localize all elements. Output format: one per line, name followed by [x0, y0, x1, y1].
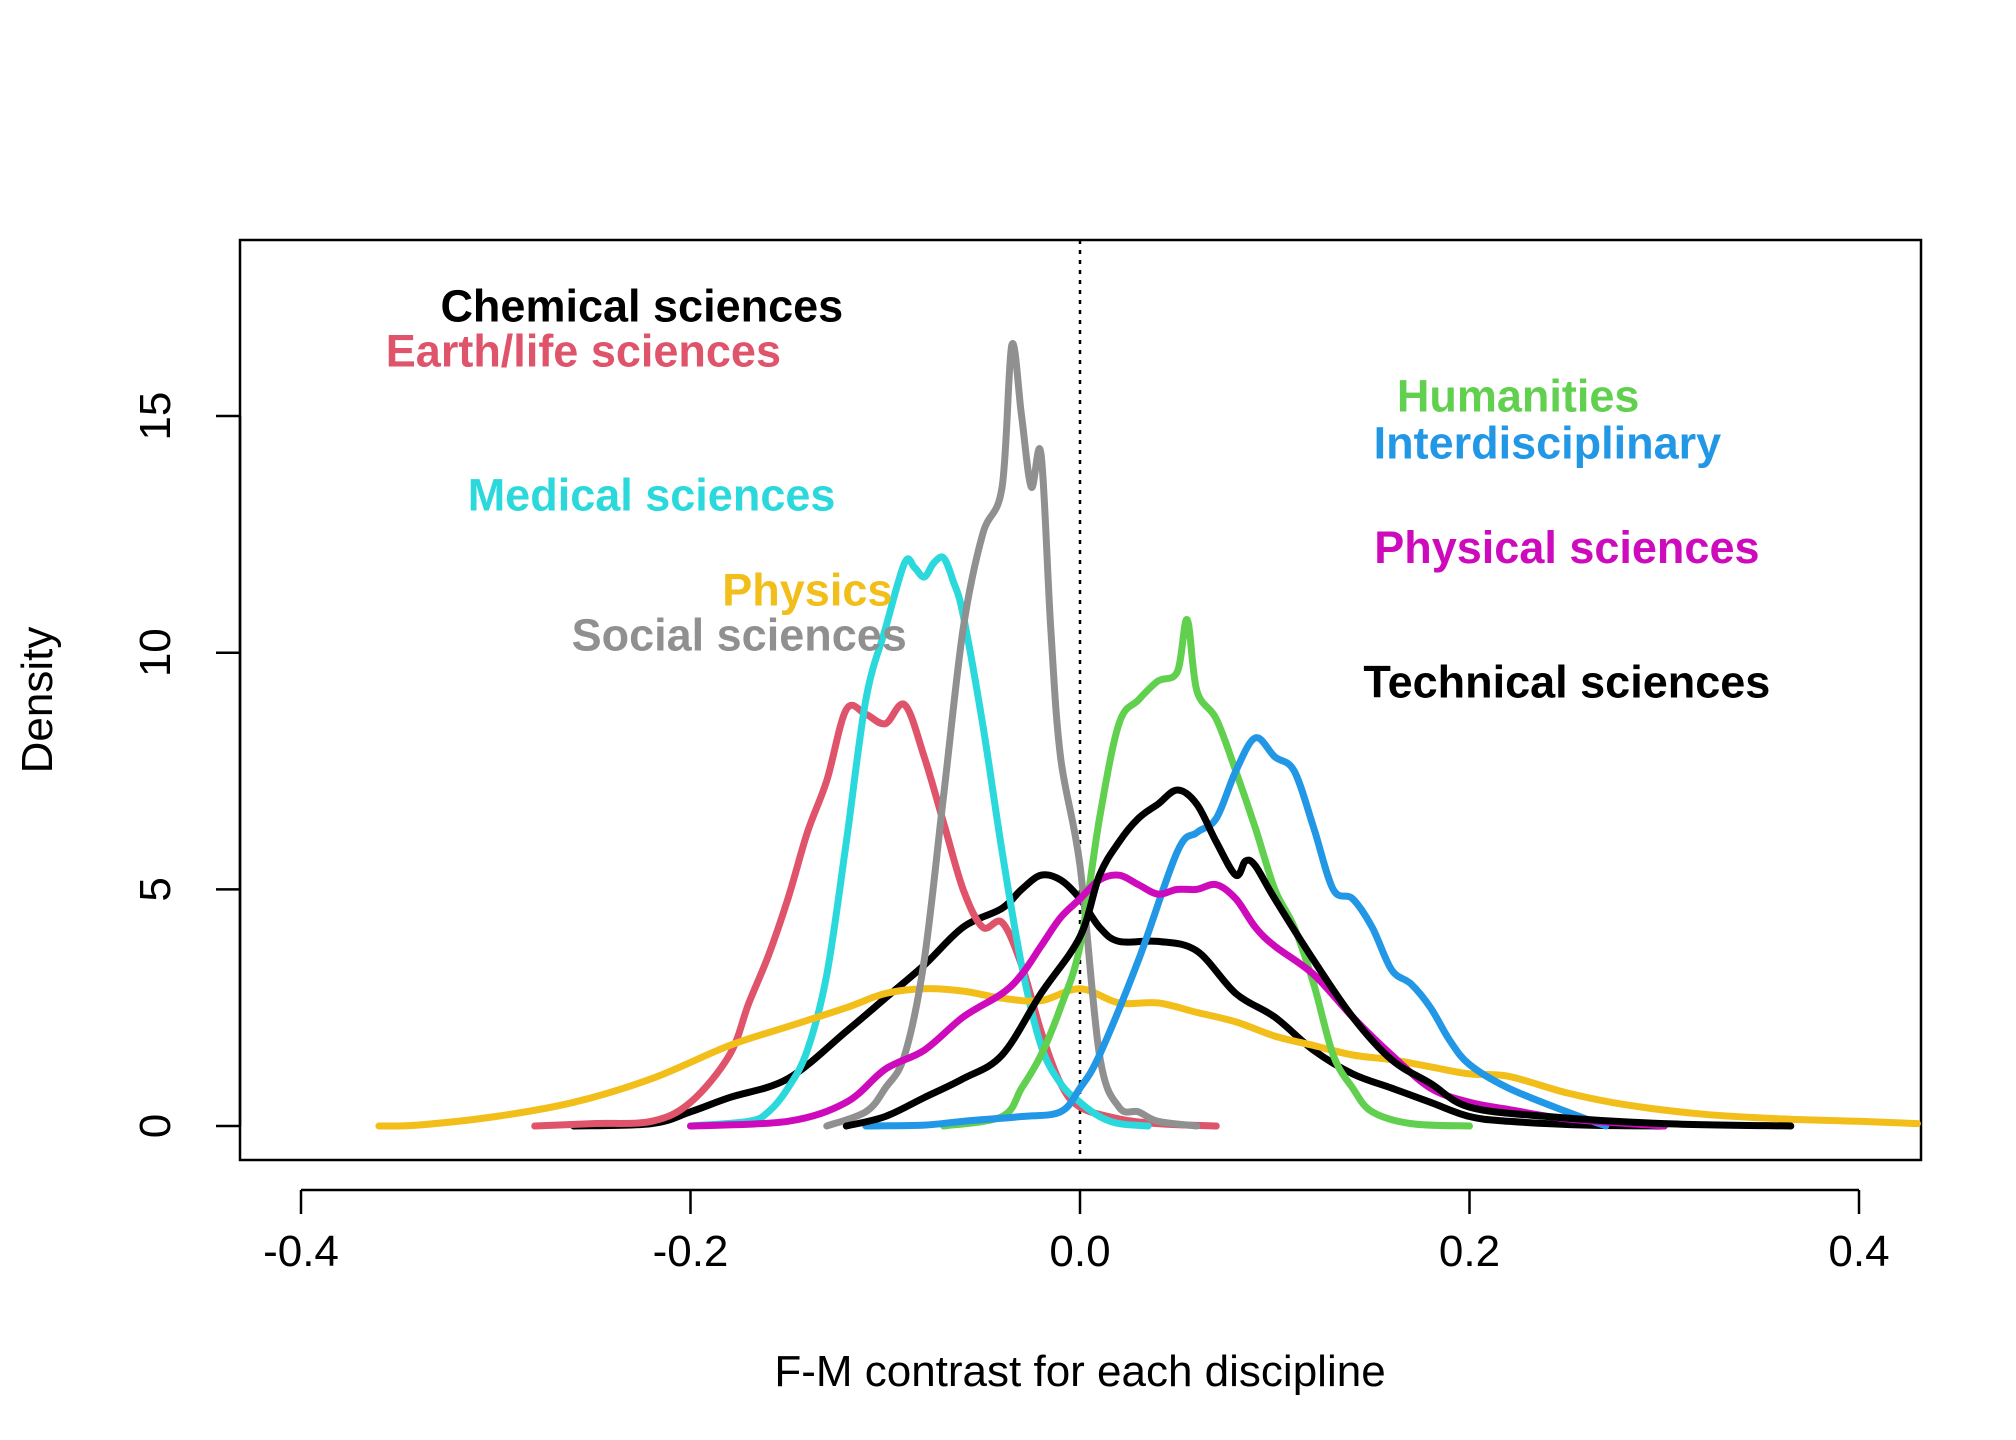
series-line-social-sciences — [823, 340, 1201, 1130]
series-label-medical-sciences: Medical sciences — [468, 470, 836, 521]
y-tick-label: 10 — [131, 628, 180, 677]
x-tick-label: 0.2 — [1439, 1227, 1500, 1276]
y-axis: 0 5 10 15 — [131, 392, 242, 1138]
series-label-physics: Physics — [722, 564, 892, 615]
series-label-interdisciplinary: Interdisciplinary — [1374, 418, 1722, 469]
series-label-earth-life-sciences: Earth/life sciences — [386, 325, 781, 376]
series-line-physics — [375, 985, 1921, 1130]
y-tick-label: 0 — [131, 1114, 180, 1138]
series-line-medical-sciences — [687, 553, 1152, 1130]
series-label-chemical-sciences: Chemical sciences — [440, 280, 843, 331]
series-line-technical-sciences — [842, 786, 1795, 1130]
series-label-social-sciences: Social sciences — [572, 609, 907, 660]
x-tick-label: 0.4 — [1828, 1227, 1889, 1276]
series-line-interdisciplinary — [862, 734, 1610, 1130]
x-tick-label: 0.0 — [1049, 1227, 1110, 1276]
y-axis-title: Density — [13, 627, 62, 774]
y-tick-label: 5 — [131, 877, 180, 901]
series-lines — [375, 340, 1921, 1130]
series-label-physical-sciences: Physical sciences — [1374, 522, 1759, 573]
x-axis: -0.4 -0.2 0.0 0.2 0.4 — [263, 1188, 1890, 1276]
series-line-humanities — [940, 616, 1473, 1130]
x-tick-label: -0.2 — [653, 1227, 729, 1276]
series-label-humanities: Humanities — [1397, 370, 1640, 421]
series-label-technical-sciences: Technical sciences — [1363, 657, 1770, 708]
x-tick-label: -0.4 — [263, 1227, 339, 1276]
x-axis-title: F-M contrast for each discipline — [774, 1347, 1385, 1396]
series-line-earth-life-sciences — [531, 700, 1220, 1130]
y-tick-label: 15 — [131, 392, 180, 441]
